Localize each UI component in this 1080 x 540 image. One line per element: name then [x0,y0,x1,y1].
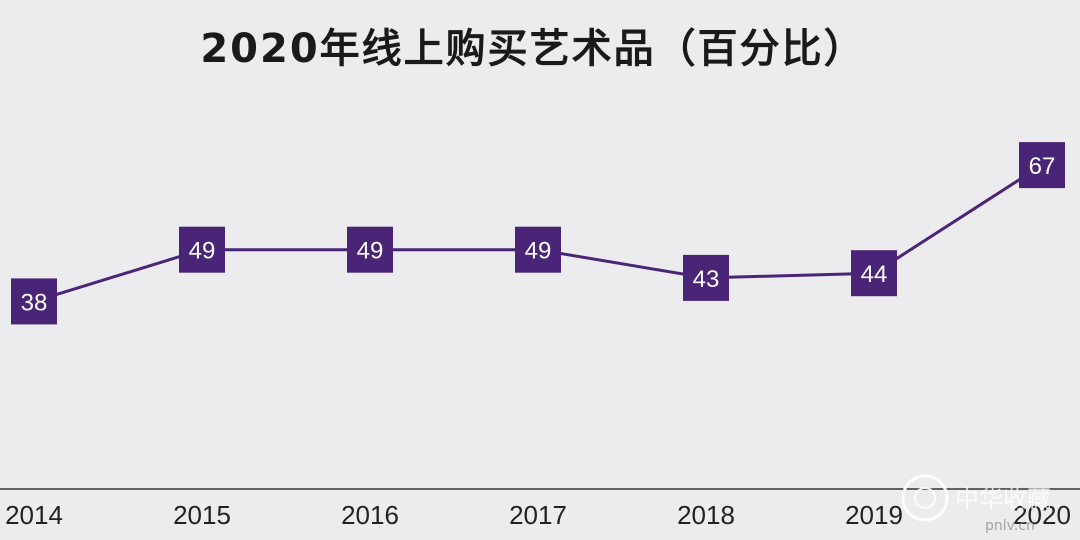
x-tick-label: 2014 [5,500,63,530]
chart-title: 2020年线上购买艺术品（百分比） [200,26,865,72]
x-tick-label: 2018 [677,500,735,530]
x-tick-label: 2020 [1013,500,1071,530]
data-label: 49 [189,238,216,265]
data-point-marker [515,226,561,273]
data-label: 67 [1029,153,1056,180]
data-point-marker [179,226,225,273]
data-point-marker [683,254,729,301]
x-tick-label: 2015 [173,500,231,530]
watermark-url: pnlv.cn [985,518,1035,534]
watermark: 中华收藏 pnlv.cn [901,474,1051,534]
data-point-marker [1019,142,1065,189]
data-point-marker [851,250,897,297]
data-label: 44 [861,261,888,288]
watermark-logo-icon [901,474,949,522]
data-point-marker [11,278,57,325]
data-point: 49 [515,226,561,273]
data-point: 67 [1019,142,1065,189]
series-layer: 38 49 49 49 43 44 67 [11,142,1065,325]
x-tick-label: 2016 [341,500,399,530]
data-point: 44 [851,250,897,297]
data-point-marker [347,226,393,273]
x-tick-label: 2019 [845,500,903,530]
data-label: 38 [21,289,48,316]
watermark-logo-inner-icon [914,487,936,509]
x-tick-layer: 2014 2015 2016 2017 2018 2019 2020 [5,500,1071,530]
data-label: 49 [357,238,384,265]
data-point: 49 [179,226,225,273]
data-point: 43 [683,254,729,301]
watermark-text: 中华收藏 [955,485,1051,513]
data-label: 49 [525,238,552,265]
x-tick-label: 2017 [509,500,567,530]
data-label: 43 [693,266,720,293]
data-point: 49 [347,226,393,273]
data-point: 38 [11,278,57,325]
